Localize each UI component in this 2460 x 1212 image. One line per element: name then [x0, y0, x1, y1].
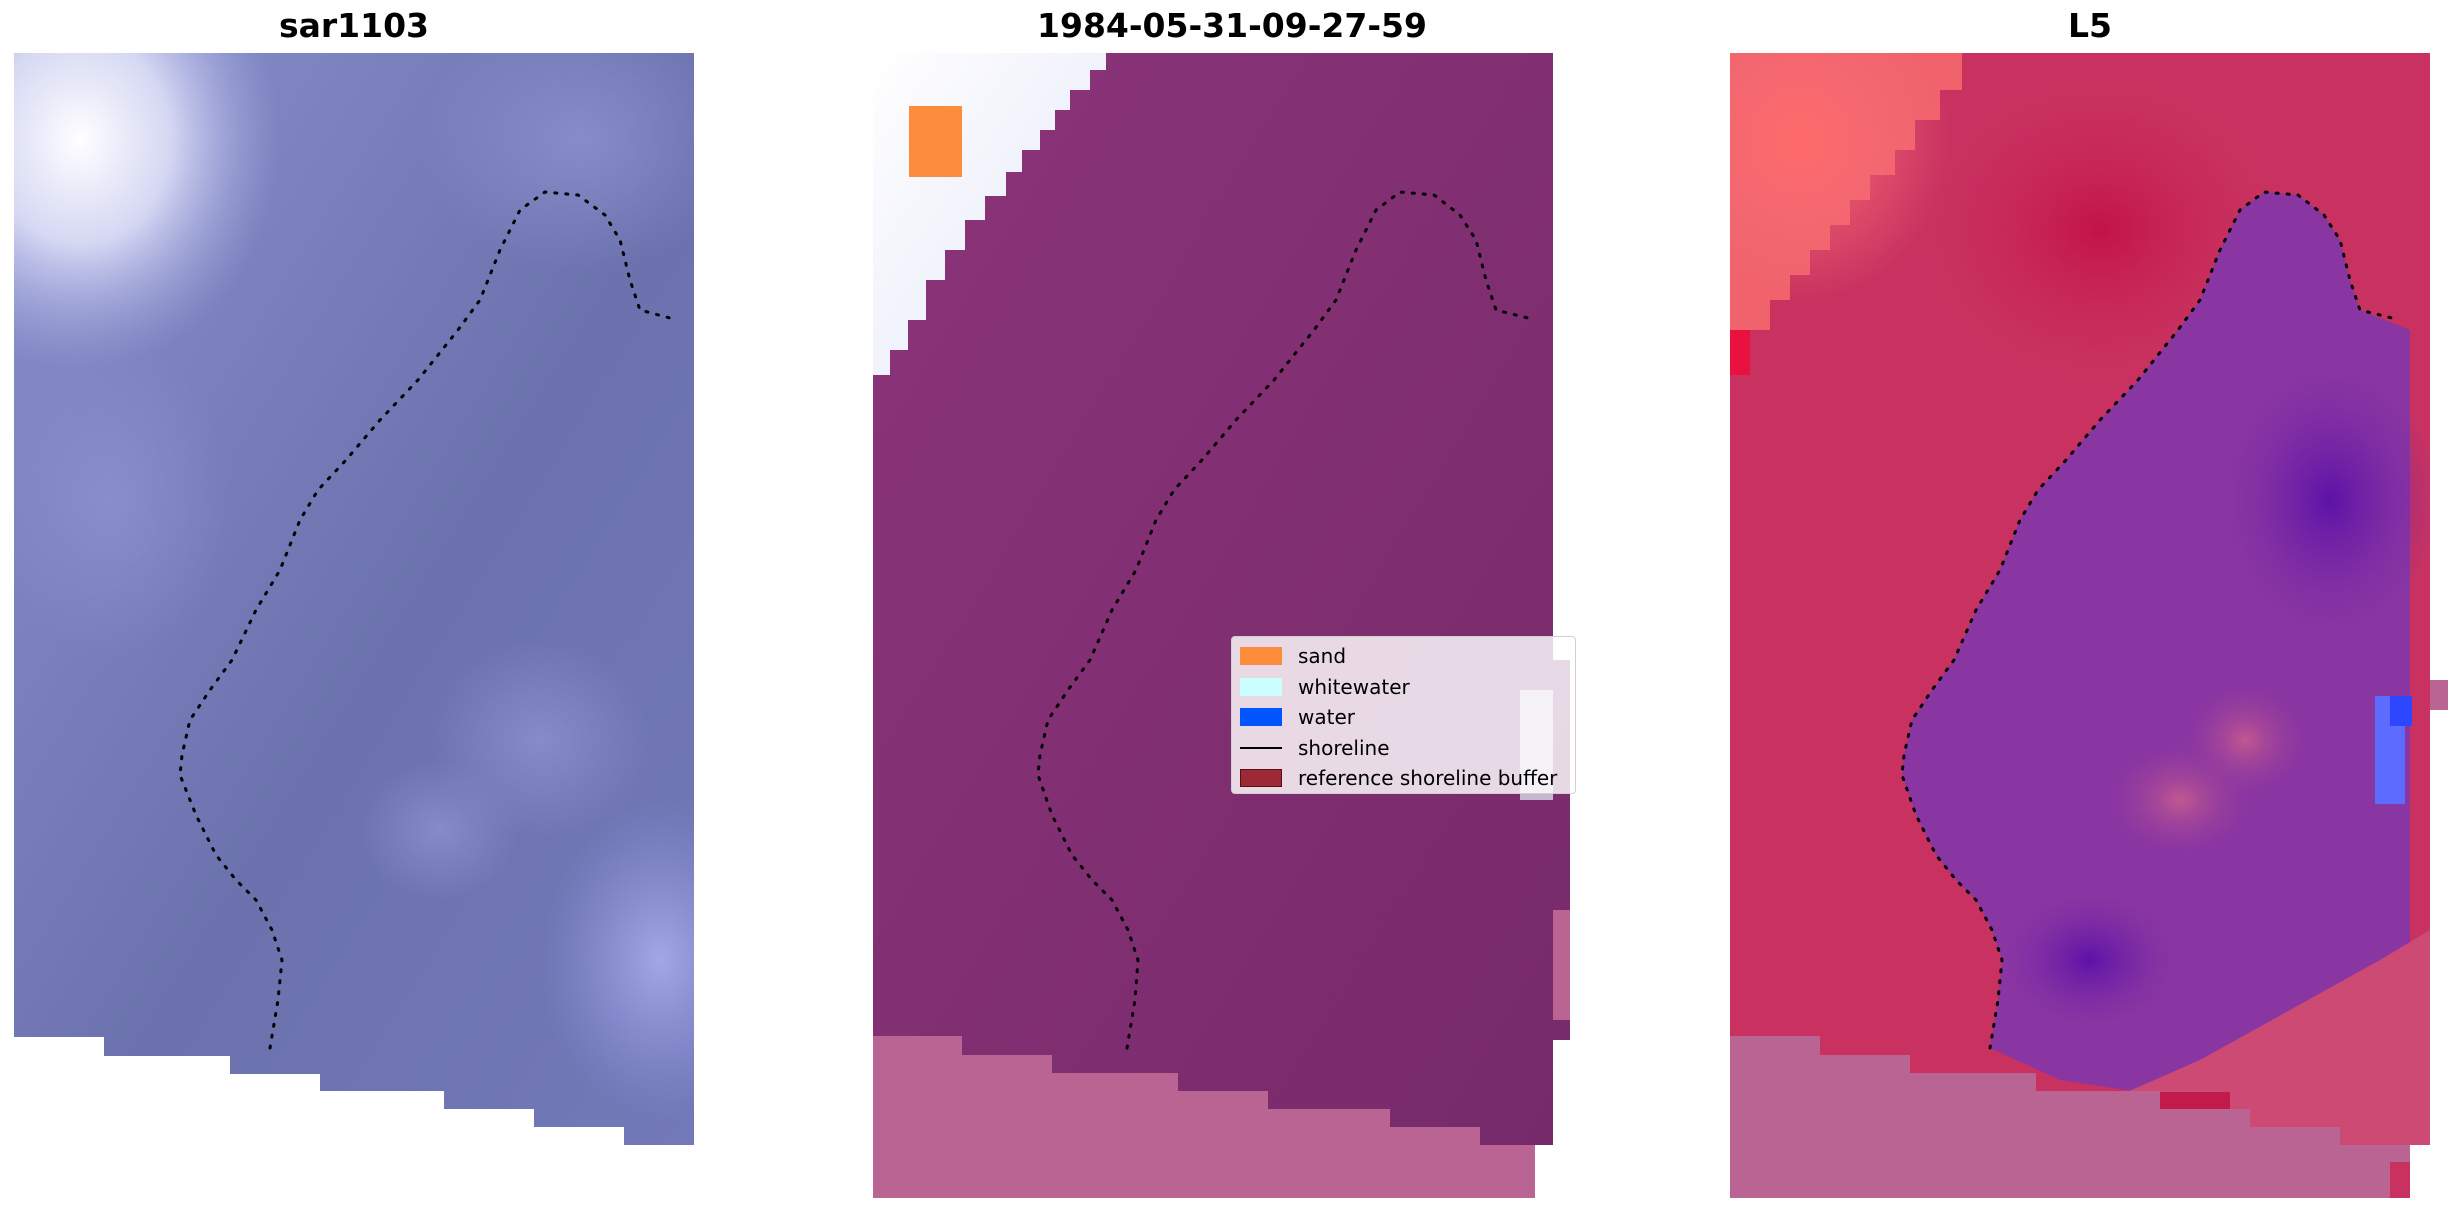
composite-image	[873, 53, 1570, 1198]
sand-swatch-icon	[1240, 647, 1282, 666]
legend: sand whitewater water shoreline referenc…	[1231, 636, 1576, 794]
shoreline-line-icon	[1240, 739, 1282, 757]
panel-title-composite: 1984-05-31-09-27-59	[1037, 6, 1427, 45]
shoreline-l5	[1900, 190, 2394, 1050]
legend-item-sand: sand	[1240, 641, 1567, 672]
reference-buffer-bottom	[873, 1036, 1553, 1198]
shoreline-composite	[1036, 190, 1530, 1050]
sand-region	[909, 106, 962, 177]
legend-label: water	[1298, 705, 1355, 730]
shoreline-sar	[178, 190, 672, 1050]
legend-item-water: water	[1240, 702, 1567, 733]
water-swatch-icon	[1240, 708, 1282, 727]
legend-item-whitewater: whitewater	[1240, 672, 1567, 703]
l5-reference-buffer	[1730, 1036, 2410, 1198]
panel-title-l5: L5	[2068, 6, 2112, 45]
legend-item-shoreline: shoreline	[1240, 733, 1567, 764]
legend-label: whitewater	[1298, 674, 1410, 699]
l5-image	[1730, 53, 2448, 1198]
legend-label: reference shoreline buffer	[1298, 766, 1558, 791]
legend-item-reference-buffer: reference shoreline buffer	[1240, 763, 1567, 794]
buffer-swatch-icon	[1240, 769, 1282, 788]
whitewater-swatch-icon	[1240, 677, 1282, 696]
legend-label: sand	[1298, 644, 1347, 669]
sar-image	[14, 53, 694, 1145]
panel-title-sar: sar1103	[278, 6, 430, 45]
legend-label: shoreline	[1298, 735, 1390, 760]
